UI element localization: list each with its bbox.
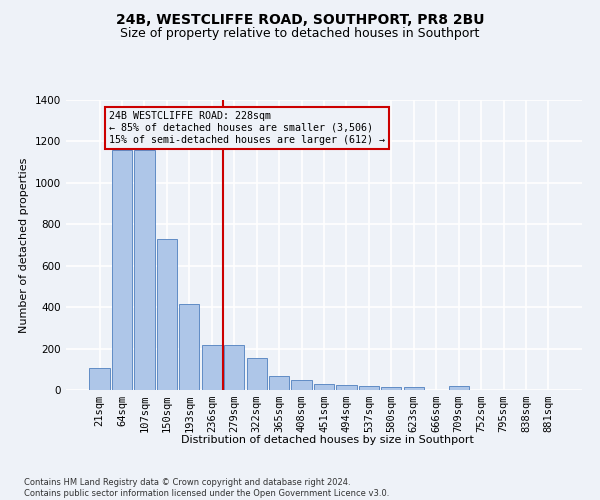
Bar bbox=[269, 376, 289, 390]
Bar bbox=[134, 150, 155, 390]
Bar bbox=[112, 150, 132, 390]
Bar bbox=[202, 346, 222, 390]
Bar bbox=[359, 386, 379, 390]
Bar bbox=[404, 387, 424, 390]
Bar bbox=[247, 358, 267, 390]
Text: Size of property relative to detached houses in Southport: Size of property relative to detached ho… bbox=[121, 28, 479, 40]
Bar bbox=[157, 239, 177, 390]
Bar bbox=[314, 384, 334, 390]
Text: Distribution of detached houses by size in Southport: Distribution of detached houses by size … bbox=[181, 435, 473, 445]
Bar bbox=[381, 387, 401, 390]
Text: 24B WESTCLIFFE ROAD: 228sqm
← 85% of detached houses are smaller (3,506)
15% of : 24B WESTCLIFFE ROAD: 228sqm ← 85% of det… bbox=[109, 112, 385, 144]
Text: 24B, WESTCLIFFE ROAD, SOUTHPORT, PR8 2BU: 24B, WESTCLIFFE ROAD, SOUTHPORT, PR8 2BU bbox=[116, 12, 484, 26]
Bar bbox=[449, 386, 469, 390]
Bar bbox=[337, 385, 356, 390]
Y-axis label: Number of detached properties: Number of detached properties bbox=[19, 158, 29, 332]
Text: Contains HM Land Registry data © Crown copyright and database right 2024.
Contai: Contains HM Land Registry data © Crown c… bbox=[24, 478, 389, 498]
Bar bbox=[179, 304, 199, 390]
Bar bbox=[224, 346, 244, 390]
Bar bbox=[89, 368, 110, 390]
Bar bbox=[292, 380, 311, 390]
